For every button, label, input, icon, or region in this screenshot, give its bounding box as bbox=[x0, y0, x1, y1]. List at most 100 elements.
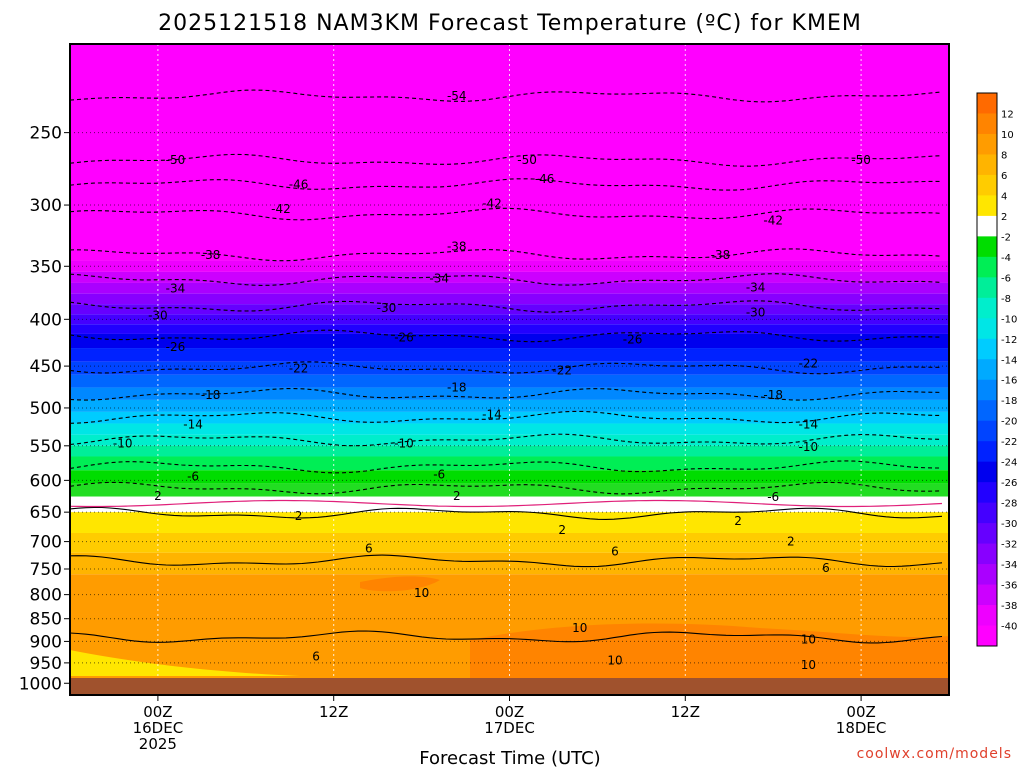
contour-label: -18 bbox=[447, 381, 467, 395]
colorbar-label: -30 bbox=[1001, 519, 1017, 530]
contour-label: -18 bbox=[763, 388, 783, 402]
contour-label: -50 bbox=[166, 153, 186, 167]
x-tick-label: 12Z bbox=[319, 703, 348, 721]
x-tick-label: 18DEC bbox=[836, 719, 887, 737]
isotherm-line bbox=[70, 481, 943, 495]
y-tick-label: 850 bbox=[30, 610, 62, 630]
cool-wedge bbox=[70, 650, 300, 676]
colorbar-segment bbox=[977, 256, 997, 278]
colorbar-segment bbox=[977, 625, 997, 647]
chart-title: 2025121518 NAM3KM Forecast Temperature (… bbox=[158, 11, 862, 36]
colorbar-segment bbox=[977, 502, 997, 524]
temperature-band bbox=[70, 44, 949, 261]
contour-label: 2 bbox=[558, 523, 566, 537]
warm-pocket bbox=[470, 623, 949, 678]
contour-label: 10 bbox=[801, 633, 816, 647]
contour-label: -38 bbox=[447, 239, 467, 253]
contour-label: 6 bbox=[822, 561, 830, 575]
y-tick-label: 700 bbox=[30, 533, 62, 553]
contour-label: -30 bbox=[377, 301, 397, 315]
y-tick-label: 600 bbox=[30, 471, 62, 491]
contour-label: 6 bbox=[365, 541, 373, 555]
colorbar-segment bbox=[977, 318, 997, 340]
contour-label: -14 bbox=[482, 407, 502, 421]
contour-label: -10 bbox=[799, 440, 819, 454]
contour-label: -26 bbox=[623, 333, 643, 347]
y-tick-label: 550 bbox=[30, 437, 62, 457]
contour-label: -6 bbox=[187, 469, 199, 483]
colorbar-label: 10 bbox=[1001, 130, 1014, 141]
colorbar-segment bbox=[977, 359, 997, 381]
temperature-band bbox=[70, 387, 949, 400]
colorbar-label: -8 bbox=[1001, 294, 1011, 305]
temperature-band bbox=[70, 293, 949, 305]
y-tick-label: 400 bbox=[30, 310, 62, 330]
colorbar-segment bbox=[977, 379, 997, 401]
temperature-band bbox=[70, 260, 949, 272]
temperature-band bbox=[70, 271, 949, 283]
contour-label: -22 bbox=[289, 362, 309, 376]
temperature-band bbox=[70, 445, 949, 457]
colorbar-label: 2 bbox=[1001, 212, 1007, 223]
contour-label: -42 bbox=[482, 197, 502, 211]
x-tick-label: 17DEC bbox=[484, 719, 535, 737]
colorbar-label: -12 bbox=[1001, 335, 1017, 346]
contour-label: -50 bbox=[517, 153, 537, 167]
colorbar-label: -28 bbox=[1001, 499, 1017, 510]
y-axis: 2503003504004505005506006507007508008509… bbox=[19, 124, 70, 694]
contour-label: 2 bbox=[453, 489, 461, 503]
contour-labels: -54 -50 -50 -50 -46 -46 -42 -42 -42 -38 -38 -38 -34 -… bbox=[113, 89, 871, 691]
colorbar-segment bbox=[977, 523, 997, 545]
colorbar-segment bbox=[977, 420, 997, 442]
y-tick-label: 450 bbox=[30, 357, 62, 377]
temperature-band bbox=[70, 282, 949, 294]
colorbar-label: -40 bbox=[1001, 622, 1017, 633]
colorbar-label: 8 bbox=[1001, 150, 1007, 161]
y-tick-label: 350 bbox=[30, 257, 62, 277]
contour-label: -14 bbox=[799, 417, 819, 431]
colorbar-label: -36 bbox=[1001, 581, 1017, 592]
colorbar: 12 10 8 6 4 2 -2 -4 -6 -8 -10 -12 -14 -16 -18 -20 -22 -24… bbox=[976, 92, 1017, 647]
contour-label: 10 bbox=[607, 653, 622, 667]
contour-label: -42 bbox=[271, 202, 291, 216]
contour-label: -42 bbox=[763, 214, 783, 228]
contour-label: -22 bbox=[799, 356, 819, 370]
colorbar-label: -4 bbox=[1001, 253, 1011, 264]
colorbar-label: -22 bbox=[1001, 437, 1017, 448]
colorbar-label: -10 bbox=[1001, 314, 1017, 325]
plot-area: -54 -50 -50 -50 -46 -46 -42 -42 -42 -38 -38 -38 -34 -… bbox=[70, 44, 949, 695]
isotherm-line bbox=[70, 329, 943, 343]
contour-label: -38 bbox=[201, 248, 221, 262]
isotherm-line bbox=[70, 248, 943, 262]
freezing-line bbox=[70, 499, 943, 508]
colorbar-segment bbox=[977, 564, 997, 586]
contour-label: -26 bbox=[394, 331, 414, 345]
x-tick-label: 00Z bbox=[143, 703, 172, 721]
temperature-band bbox=[70, 552, 949, 575]
colorbar-segment bbox=[977, 215, 997, 237]
colorbar-label: 6 bbox=[1001, 171, 1007, 182]
contour-label: -22 bbox=[552, 363, 572, 377]
grid-lines bbox=[70, 44, 949, 695]
isotherm-line bbox=[70, 554, 943, 568]
y-tick-label: 1000 bbox=[19, 674, 62, 694]
contour-label: -50 bbox=[851, 153, 871, 167]
y-tick-label: 250 bbox=[30, 124, 62, 144]
contour-label: 2 bbox=[734, 514, 742, 528]
isotherm-line bbox=[70, 89, 943, 103]
y-tick-label: 300 bbox=[30, 196, 62, 216]
contour-label: 2 bbox=[787, 535, 795, 549]
colorbar-frame bbox=[976, 92, 998, 647]
ground-surface bbox=[70, 678, 949, 695]
y-tick-label: 750 bbox=[30, 560, 62, 580]
isotherm-contours bbox=[70, 89, 943, 644]
contour-label: -38 bbox=[711, 248, 731, 262]
contour-label: -30 bbox=[148, 308, 168, 322]
colorbar-segment bbox=[977, 133, 997, 155]
contour-label: -34 bbox=[166, 281, 186, 295]
colorbar-segment bbox=[977, 441, 997, 463]
colorbar-segment bbox=[977, 338, 997, 360]
x-tick-label: 2025 bbox=[139, 735, 177, 753]
temperature-band bbox=[70, 374, 949, 388]
isotherm-line bbox=[70, 630, 943, 644]
